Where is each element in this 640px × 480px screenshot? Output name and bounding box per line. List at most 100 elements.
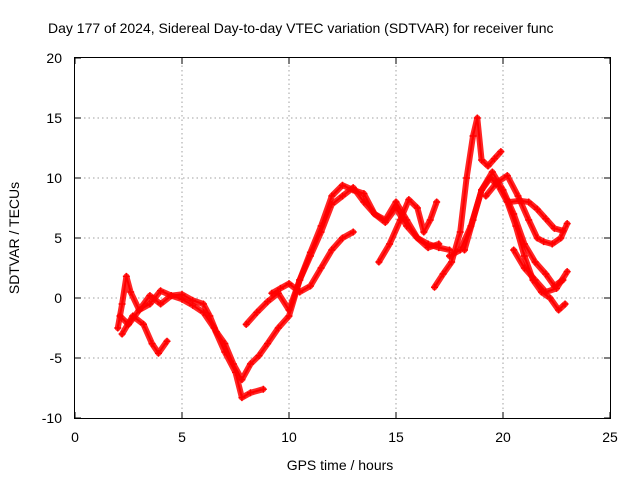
data-point: [118, 300, 126, 308]
data-point: [129, 312, 137, 320]
data-point: [520, 264, 528, 272]
data-point: [542, 270, 550, 278]
satellite-track-9: [460, 168, 567, 290]
data-point: [375, 258, 383, 266]
data-point: [285, 280, 293, 288]
data-point: [435, 244, 443, 252]
data-point: [339, 234, 346, 242]
data-point: [139, 320, 147, 328]
data-point: [546, 294, 554, 302]
data-point: [285, 312, 293, 320]
data-point: [542, 288, 550, 296]
satellite-track-11: [505, 197, 567, 235]
data-point: [246, 389, 254, 397]
chart-title: Day 177 of 2024, Sidereal Day-to-day VTE…: [48, 20, 554, 36]
data-point: [306, 282, 314, 290]
data-point: [122, 272, 130, 280]
data-point: [178, 295, 186, 303]
data-point: [210, 324, 218, 332]
data-point: [246, 360, 254, 368]
satellite-track-12-line: [512, 249, 569, 293]
data-point: [232, 368, 239, 376]
data-point: [540, 238, 548, 246]
data-point: [473, 114, 481, 122]
data-point: [413, 204, 421, 212]
data-point: [557, 234, 565, 242]
y-tick-label: 0: [54, 290, 62, 306]
data-point: [199, 300, 207, 308]
data-point: [448, 258, 456, 266]
data-point: [525, 198, 533, 206]
data-point: [553, 284, 560, 292]
data-point: [433, 198, 441, 206]
data-point: [199, 308, 207, 316]
data-point: [349, 186, 357, 194]
x-axis-label: GPS time / hours: [287, 457, 394, 473]
data-point: [148, 340, 156, 348]
data-point: [469, 132, 477, 140]
data-point: [531, 276, 539, 284]
data-point: [533, 205, 541, 213]
satellite-track-2: [116, 287, 267, 402]
x-tick-label: 0: [71, 429, 79, 445]
data-point: [238, 394, 246, 402]
satellite-track-6-line: [377, 198, 438, 263]
data-point: [488, 168, 496, 176]
data-point: [531, 258, 539, 266]
data-point: [493, 179, 501, 187]
data-point: [516, 197, 524, 205]
x-tick-label: 10: [281, 429, 297, 445]
satellite-track-10: [482, 172, 571, 248]
data-point: [490, 155, 498, 163]
data-point: [146, 292, 154, 300]
data-point: [163, 337, 171, 345]
data-point: [510, 210, 518, 218]
satellite-track-3: [118, 312, 171, 357]
data-point: [135, 306, 143, 314]
data-point: [542, 215, 550, 223]
data-point: [478, 186, 486, 194]
satellite-track-7-band: [431, 115, 504, 291]
data-point: [482, 192, 490, 200]
data-point: [154, 349, 162, 357]
y-axis-label: SDTVAR / TECUs: [6, 182, 22, 294]
data-point: [114, 324, 122, 332]
data-point: [157, 300, 165, 308]
satellite-track-7-line: [433, 117, 502, 289]
data-point: [497, 148, 505, 156]
data-point: [360, 190, 368, 198]
data-point: [403, 222, 411, 230]
data-point: [253, 308, 261, 316]
data-point: [413, 234, 421, 242]
data-point: [559, 227, 567, 235]
data-point: [328, 246, 336, 254]
data-point: [317, 264, 325, 272]
data-point: [446, 252, 453, 260]
axis-ticks: 0 5 10 15 20 25 -10 -5 0 5 10 15 20: [42, 50, 618, 445]
data-point: [478, 156, 486, 164]
data-point: [555, 306, 563, 314]
data-point: [264, 298, 272, 306]
data-point: [510, 246, 518, 254]
data-point: [463, 174, 471, 182]
data-point: [306, 248, 314, 256]
data-point: [296, 276, 304, 284]
data-point: [561, 300, 569, 308]
y-tick-label: -10: [42, 410, 62, 426]
y-tick-label: 10: [46, 170, 62, 186]
data-point: [550, 224, 558, 232]
satellite-track-4-line: [245, 184, 451, 326]
x-tick-label: 25: [602, 429, 618, 445]
data-point: [563, 220, 571, 228]
data-point: [127, 288, 135, 296]
data-point: [118, 330, 126, 338]
y-tick-label: 5: [54, 230, 62, 246]
data-point: [371, 210, 379, 218]
data-point: [339, 181, 346, 189]
data-point: [328, 192, 336, 200]
satellite-track-12: [510, 246, 571, 296]
plot-frame: [74, 57, 611, 419]
y-tick-label: 20: [46, 50, 62, 66]
data-point: [424, 240, 432, 248]
